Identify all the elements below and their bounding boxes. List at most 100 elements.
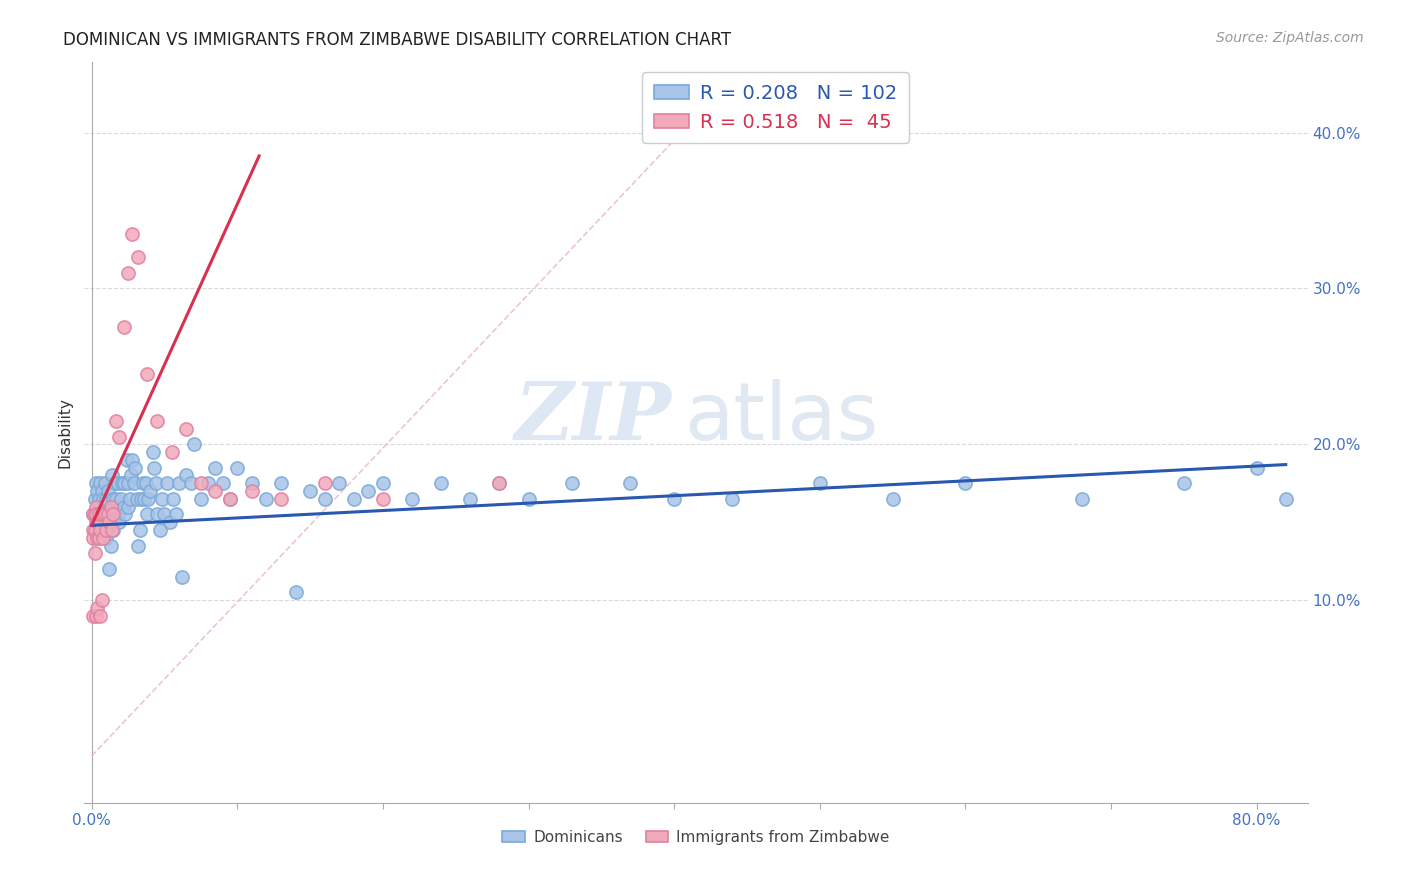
Point: [90, 593, 112, 607]
Point: [142, 445, 165, 459]
Point: [91, 491, 114, 506]
Point: [96, 523, 118, 537]
Point: [100, 539, 122, 553]
Legend: Dominicans, Immigrants from Zimbabwe: Dominicans, Immigrants from Zimbabwe: [496, 823, 896, 851]
Point: [211, 476, 233, 491]
Point: [149, 523, 172, 537]
Point: [89, 500, 111, 514]
Point: [121, 227, 143, 241]
Point: [121, 453, 143, 467]
Point: [115, 453, 138, 467]
Point: [226, 460, 249, 475]
Point: [96, 531, 118, 545]
Point: [89, 523, 111, 537]
Point: [90, 523, 112, 537]
Point: [86, 601, 108, 615]
Y-axis label: Disability: Disability: [58, 397, 73, 468]
Point: [517, 491, 540, 506]
Point: [110, 491, 132, 506]
Point: [120, 468, 142, 483]
Point: [162, 491, 184, 506]
Point: [97, 508, 120, 522]
Point: [270, 491, 292, 506]
Point: [127, 250, 149, 264]
Point: [240, 476, 263, 491]
Point: [82, 508, 104, 522]
Point: [156, 476, 179, 491]
Point: [103, 491, 125, 506]
Point: [97, 508, 120, 522]
Point: [254, 491, 277, 506]
Point: [127, 539, 149, 553]
Point: [84, 608, 107, 623]
Point: [84, 508, 107, 522]
Point: [101, 508, 124, 522]
Point: [83, 491, 105, 506]
Point: [86, 523, 108, 537]
Point: [90, 508, 112, 522]
Point: [103, 508, 125, 522]
Point: [124, 460, 146, 475]
Point: [299, 484, 322, 499]
Point: [86, 515, 108, 529]
Point: [111, 476, 134, 491]
Point: [314, 491, 336, 506]
Point: [100, 500, 122, 514]
Point: [83, 508, 105, 522]
Point: [117, 266, 139, 280]
Point: [83, 523, 105, 537]
Point: [219, 491, 242, 506]
Point: [328, 476, 350, 491]
Point: [401, 491, 423, 506]
Point: [114, 508, 136, 522]
Point: [84, 515, 107, 529]
Point: [117, 476, 139, 491]
Point: [86, 484, 108, 499]
Point: [146, 414, 169, 428]
Point: [882, 491, 904, 506]
Point: [145, 476, 167, 491]
Point: [98, 562, 121, 576]
Point: [125, 491, 148, 506]
Point: [343, 491, 366, 506]
Point: [128, 523, 150, 537]
Point: [955, 476, 977, 491]
Point: [219, 491, 242, 506]
Point: [87, 531, 110, 545]
Point: [488, 476, 510, 491]
Point: [89, 608, 111, 623]
Point: [97, 484, 120, 499]
Point: [112, 476, 135, 491]
Point: [174, 422, 197, 436]
Point: [105, 491, 128, 506]
Point: [314, 476, 336, 491]
Point: [98, 515, 121, 529]
Point: [1246, 460, 1268, 475]
Point: [107, 508, 129, 522]
Point: [84, 500, 107, 514]
Point: [197, 476, 219, 491]
Point: [357, 484, 380, 499]
Point: [112, 320, 135, 334]
Point: [93, 515, 115, 529]
Point: [190, 476, 212, 491]
Point: [87, 508, 110, 522]
Point: [430, 476, 453, 491]
Point: [107, 476, 129, 491]
Point: [135, 476, 157, 491]
Text: Source: ZipAtlas.com: Source: ZipAtlas.com: [1216, 31, 1364, 45]
Point: [86, 531, 108, 545]
Point: [129, 491, 152, 506]
Point: [371, 491, 394, 506]
Point: [146, 508, 169, 522]
Point: [143, 460, 166, 475]
Point: [153, 508, 176, 522]
Point: [112, 500, 135, 514]
Point: [93, 508, 115, 522]
Point: [118, 491, 141, 506]
Point: [87, 491, 110, 506]
Point: [108, 429, 131, 443]
Point: [82, 531, 104, 545]
Point: [91, 508, 114, 522]
Point: [122, 476, 145, 491]
